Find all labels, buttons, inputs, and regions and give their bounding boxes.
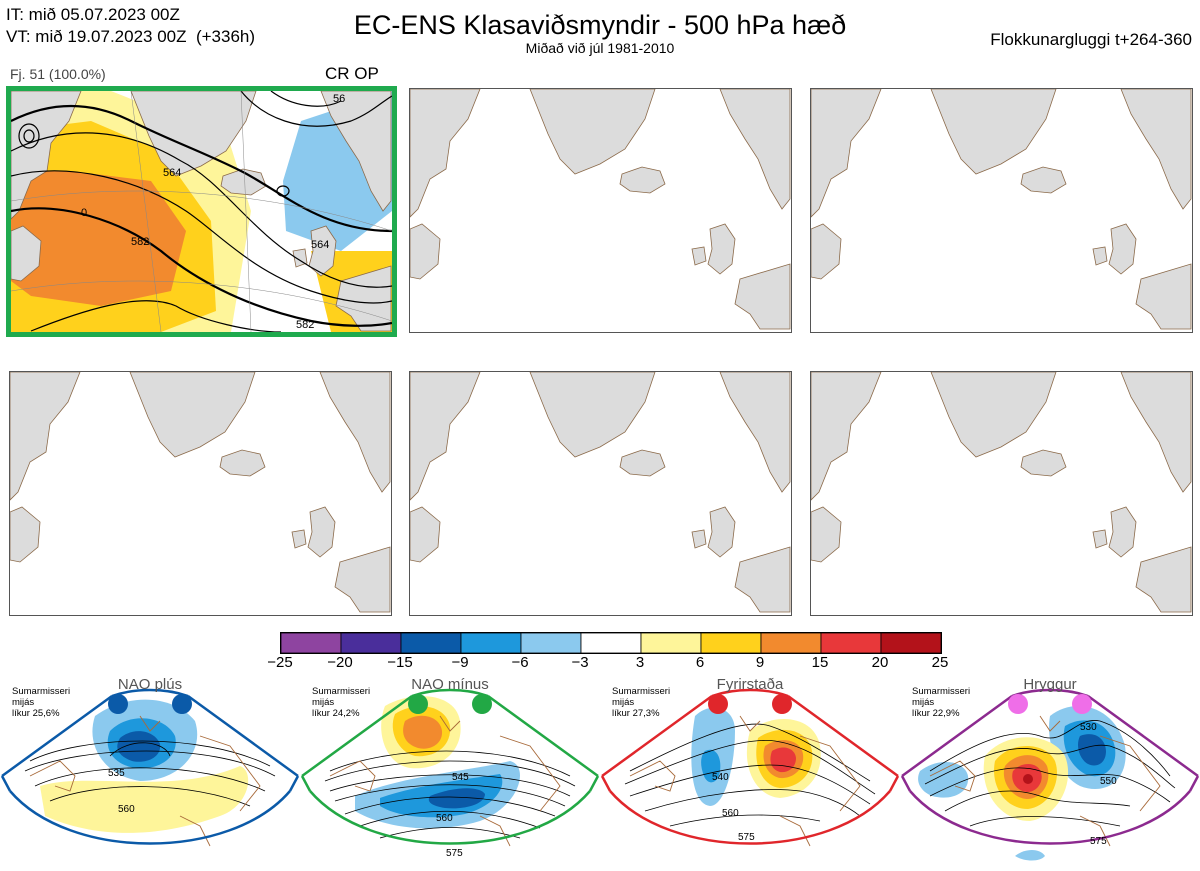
contour-label: 56 bbox=[333, 93, 346, 105]
colorbar-tick-label: −25 bbox=[267, 654, 293, 671]
contour-label: 582 bbox=[131, 236, 150, 248]
contour-label: 560 bbox=[722, 808, 739, 819]
regime-info: Sumarmisseri mijás líkur 22,9% bbox=[912, 686, 971, 719]
time-info: IT: mið 05.07.2023 00Z VT: mið 19.07.2023… bbox=[6, 4, 255, 48]
colorbar-tick-label: −15 bbox=[387, 654, 413, 671]
regime-info: Sumarmisseri mijás líkur 25,6% bbox=[12, 686, 71, 719]
contour-label: 550 bbox=[1100, 776, 1117, 787]
contour-label: 545 bbox=[452, 772, 469, 783]
contour-label: 560 bbox=[436, 813, 453, 824]
cluster-regime-code: CR OP bbox=[325, 64, 379, 83]
regime-fyrirstada: Fyrirstaða Sumarmisseri mijás líkur 27,3% … bbox=[600, 676, 900, 871]
cluster-member-count: Fj. 51 (100.0%) bbox=[10, 66, 106, 82]
colorbar-tick-label: −20 bbox=[327, 654, 353, 671]
cluster-map-5[interactable] bbox=[409, 371, 792, 616]
colorbar-tick-label: −6 bbox=[511, 654, 529, 671]
page-subtitle: Miðað við júl 1981-2010 bbox=[525, 40, 675, 56]
contour-label: 564 bbox=[163, 167, 182, 179]
colorbar-cell bbox=[520, 632, 582, 654]
cluster-map-4[interactable] bbox=[9, 371, 392, 616]
page-title: EC-ENS Klasaviðsmyndir - 500 hPa hæð bbox=[353, 10, 847, 40]
cluster-map-1[interactable]: 56 564 564 582 582 0 bbox=[6, 86, 397, 337]
colorbar-tick-label: 15 bbox=[811, 654, 829, 671]
cluster-map-6[interactable] bbox=[810, 371, 1193, 616]
colorbar-cell bbox=[280, 632, 342, 654]
regime-info: Sumarmisseri mijás líkur 27,3% bbox=[612, 686, 671, 719]
regime-nao-plus: NAO plús Sumarmisseri mijás líkur 25,6% 53… bbox=[0, 676, 300, 871]
regime-title: Fyrirstaða bbox=[716, 676, 784, 693]
colorbar-tick-label: −3 bbox=[571, 654, 589, 671]
colorbar-tick-label: 25 bbox=[931, 654, 949, 671]
regime-info: Sumarmisseri mijás líkur 24,2% bbox=[312, 686, 371, 719]
contour-label: 575 bbox=[738, 832, 755, 843]
cluster-map-2[interactable] bbox=[409, 88, 792, 333]
contour-label: 575 bbox=[1090, 836, 1107, 847]
contour-label: 582 bbox=[296, 319, 315, 331]
colorbar-cell bbox=[340, 632, 402, 654]
contour-label: 0 bbox=[81, 207, 88, 219]
colorbar-cell bbox=[580, 632, 642, 654]
colorbar bbox=[280, 632, 942, 654]
colorbar-cell bbox=[760, 632, 822, 654]
regime-hryggur: Hryggur Sumarmisseri mijás líkur 22,9% 530… bbox=[900, 676, 1200, 871]
init-time: IT: mið 05.07.2023 00Z bbox=[6, 5, 180, 24]
colorbar-cell bbox=[700, 632, 762, 654]
cluster-map-3[interactable] bbox=[810, 88, 1193, 333]
regime-title: Hryggur bbox=[1023, 676, 1077, 693]
contour-label: 535 bbox=[108, 768, 125, 779]
contour-label: 564 bbox=[311, 239, 330, 251]
colorbar-tick-label: 6 bbox=[695, 654, 705, 671]
valid-time: VT: mið 19.07.2023 00Z (+336h) bbox=[6, 27, 256, 46]
colorbar-cell bbox=[460, 632, 522, 654]
regime-nao-minus: NAO mínus Sumarmisseri mijás líkur 24,2% 5… bbox=[300, 676, 600, 871]
colorbar-tick-label: 9 bbox=[755, 654, 765, 671]
regime-title: NAO mínus bbox=[411, 676, 489, 693]
colorbar-cell bbox=[400, 632, 462, 654]
colorbar-cell bbox=[820, 632, 882, 654]
colorbar-tick-label: −9 bbox=[451, 654, 469, 671]
contour-label: 575 bbox=[446, 848, 463, 859]
contour-label: 530 bbox=[1080, 722, 1097, 733]
colorbar-tick-label: 20 bbox=[871, 654, 889, 671]
regime-title: NAO plús bbox=[117, 676, 183, 693]
colorbar-cell bbox=[880, 632, 942, 654]
contour-label: 560 bbox=[118, 804, 135, 815]
classification-window: Flokkunargluggi t+264-360 bbox=[990, 30, 1192, 49]
contour-label: 540 bbox=[712, 772, 729, 783]
colorbar-tick-label: 3 bbox=[635, 654, 645, 671]
colorbar-cell bbox=[640, 632, 702, 654]
